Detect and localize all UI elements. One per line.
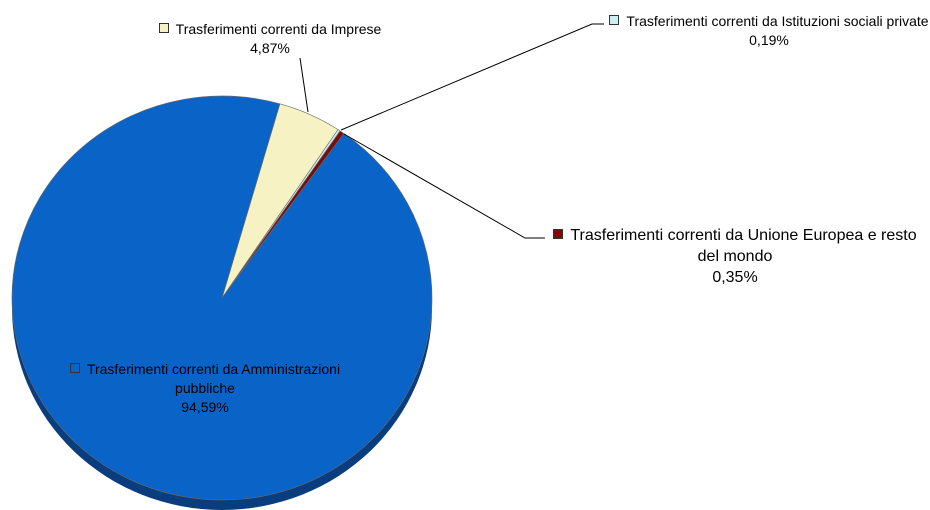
slice-name: Trasferimenti correnti da Unione Europea…	[570, 227, 917, 265]
slice-value: 0,19%	[749, 32, 789, 48]
leader-line	[343, 133, 545, 239]
slice-name: Trasferimenti correnti da Amministrazion…	[86, 361, 341, 396]
slice-label: Trasferimenti correnti da Unione Europea…	[550, 225, 920, 288]
leader-line	[299, 57, 309, 113]
slice-name: Trasferimenti correnti da Imprese	[175, 21, 382, 37]
slice-value: 94,59%	[181, 399, 229, 415]
pie-slice	[11, 95, 433, 501]
legend-swatch	[609, 15, 620, 25]
slice-name: Trasferimenti correnti da Istituzioni so…	[626, 13, 929, 29]
slice-label: Trasferimenti correnti da Imprese 4,87%	[100, 20, 440, 58]
slice-value: 0,35%	[712, 269, 758, 286]
leader-line	[340, 23, 604, 131]
slices	[11, 95, 433, 501]
slice-label: Trasferimenti correnti da Istituzioni so…	[608, 12, 930, 50]
slice-label: Trasferimenti correnti da Amministrazion…	[60, 360, 350, 417]
legend-swatch	[158, 23, 169, 33]
legend-swatch	[553, 229, 564, 239]
slice-value: 4,87%	[250, 40, 290, 56]
legend-swatch	[69, 363, 80, 373]
